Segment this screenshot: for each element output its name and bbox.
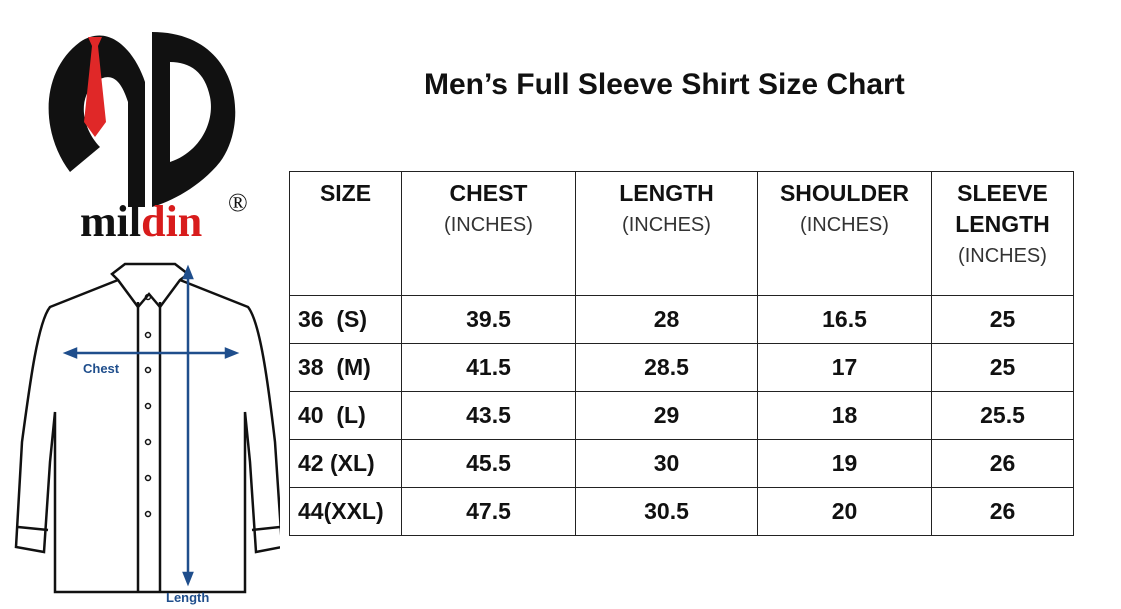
table-row: 40 (L) 43.5 29 18 25.5 [289,391,1074,440]
table-row: 36 (S) 39.5 28 16.5 25 [289,295,1074,344]
logo-m-shape [48,35,145,207]
chest-cell: 43.5 [401,391,576,440]
chest-cell: 45.5 [401,439,576,488]
length-cell: 30 [575,439,758,488]
length-cell: 29 [575,391,758,440]
logo-d-shape [152,32,236,207]
header-shoulder: SHOULDER (INCHES) [757,171,932,296]
tie-icon [84,37,106,137]
sleeve-length-cell: 25.5 [931,391,1074,440]
length-cell: 28 [575,295,758,344]
registered-mark: ® [228,188,248,217]
chest-cell: 41.5 [401,343,576,392]
shoulder-cell: 19 [757,439,932,488]
button-icons [144,293,152,518]
length-cell: 28.5 [575,343,758,392]
placket [136,302,162,592]
shirt-outline [14,278,280,594]
sleeve-length-cell: 26 [931,487,1074,536]
sleeve-length-cell: 25 [931,295,1074,344]
page-title: Men’s Full Sleeve Shirt Size Chart [424,68,905,101]
length-cell: 30.5 [575,487,758,536]
sleeve-length-cell: 26 [931,439,1074,488]
header-sleeve-length: SLEEVE LENGTH (INCHES) [931,171,1074,296]
shoulder-cell: 20 [757,487,932,536]
cuffs [17,525,280,532]
brand-name-black: mil [80,197,142,246]
size-chart-table: SIZE CHEST (INCHES) LENGTH (INCHES) SHOULD… [289,171,1074,536]
mildin-logo [48,32,236,207]
brand-name-red: din [141,197,203,246]
header-size: SIZE [289,171,402,296]
header-length: LENGTH (INCHES) [575,171,758,296]
size-cell: 36 (S) [289,295,402,344]
table-header-row: SIZE CHEST (INCHES) LENGTH (INCHES) SHOULD… [289,171,1074,296]
size-cell: 40 (L) [289,391,402,440]
chest-cell: 47.5 [401,487,576,536]
table-row: 38 (M) 41.5 28.5 17 25 [289,343,1074,392]
shoulder-cell: 18 [757,391,932,440]
table-row: 44(XXL) 47.5 30.5 20 26 [289,487,1074,536]
size-cell: 38 (M) [289,343,402,392]
shirt-diagram: Chest Length [14,262,280,605]
chest-cell: 39.5 [401,295,576,344]
table-row: 42 (XL) 45.5 30 19 26 [289,439,1074,488]
length-label: Length [166,590,209,605]
size-cell: 42 (XL) [289,439,402,488]
sleeve-length-cell: 25 [931,343,1074,392]
size-cell: 44(XXL) [289,487,402,536]
chest-label: Chest [83,361,120,376]
shoulder-cell: 16.5 [757,295,932,344]
shirt-collar [110,262,191,310]
header-chest: CHEST (INCHES) [401,171,576,296]
shoulder-cell: 17 [757,343,932,392]
brand-name: mildin [80,200,202,244]
